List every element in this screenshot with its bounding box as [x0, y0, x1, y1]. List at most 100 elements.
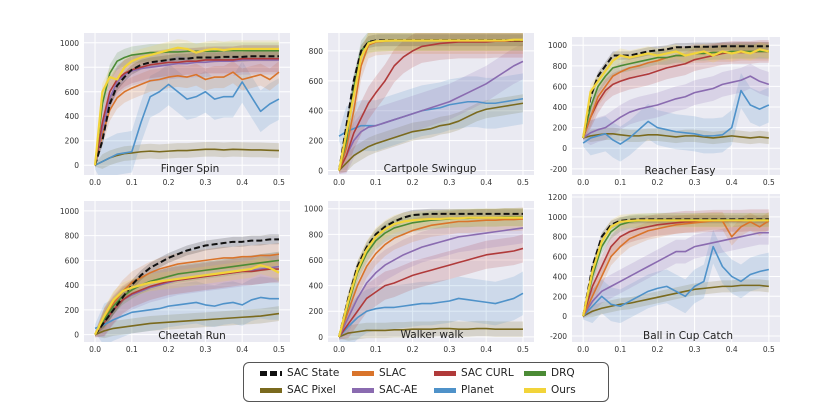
legend-item: SAC Pixel: [260, 384, 336, 396]
plot-area: [572, 37, 780, 175]
legend-label: SAC State: [287, 367, 340, 379]
legend-item: DRQ: [524, 367, 575, 379]
series-line: [94, 81, 280, 166]
confidence-band: [339, 212, 523, 340]
plot-series: [337, 207, 524, 342]
series-line: [582, 45, 769, 139]
y-tick-label: -200: [550, 332, 567, 341]
confidence-band: [339, 94, 523, 173]
legend-swatch-icon: [524, 370, 546, 376]
confidence-band: [339, 208, 523, 339]
y-tick-label: 0: [74, 161, 79, 170]
series-line: [338, 60, 524, 171]
x-tick-label: 0.4: [480, 345, 492, 354]
confidence-band: [583, 40, 769, 141]
x-tick-label: 0.4: [726, 178, 738, 187]
y-tick-label: 200: [553, 292, 568, 301]
legend-item: SLAC: [352, 367, 406, 379]
series-line: [338, 247, 524, 338]
legend-item: Planet: [434, 384, 494, 396]
y-tick-label: 1000: [60, 39, 79, 48]
chart-panel: -200 0 200 400 600 800 1000 0.0 0.1 0.2 0.3 0.4 0.5 R…: [548, 37, 780, 187]
series-line: [94, 148, 279, 166]
series-line: [582, 133, 769, 139]
series-line: [338, 292, 524, 338]
legend-item: SAC CURL: [434, 367, 514, 379]
confidence-band: [339, 320, 523, 341]
x-tick-label: 0.4: [236, 178, 248, 187]
confidence-band: [95, 42, 279, 167]
y-tick-label: 800: [309, 230, 324, 239]
confidence-band: [339, 33, 523, 174]
y-tick-label: 600: [309, 256, 324, 265]
series-line: [94, 59, 279, 166]
y-tick-label: 600: [65, 256, 80, 265]
y-tick-label: 800: [309, 47, 324, 56]
y-tick-label: 600: [65, 88, 80, 97]
x-tick-label: 0.4: [236, 345, 248, 354]
legend-label: SLAC: [379, 367, 407, 379]
x-tick-label: 0.0: [333, 345, 345, 354]
chart-panel: 0 200 400 600 800 1000 0.0 0.1 0.2 0.3 0.4 0.5 Finge…: [60, 33, 290, 187]
confidence-band: [95, 45, 279, 169]
y-tick-label: 600: [309, 77, 324, 86]
y-tick-label: 400: [65, 281, 80, 290]
chart-title: Finger Spin: [161, 163, 220, 175]
y-tick-label: 400: [309, 107, 324, 116]
chart-panel: 0 200 400 600 800 1000 0.0 0.1 0.2 0.3 0.4 0.5 Walke…: [304, 201, 534, 354]
plot-series: [93, 39, 280, 175]
confidence-band: [583, 213, 769, 318]
y-tick-label: 0: [318, 333, 323, 342]
series-line: [94, 253, 280, 336]
y-tick-label: 1200: [548, 193, 567, 202]
series-line: [582, 75, 770, 139]
x-tick-label: 0.4: [726, 345, 738, 354]
legend-label: Planet: [461, 384, 494, 396]
chart-title: Ball in Cup Catch: [643, 330, 733, 342]
legend-swatch-icon: [260, 370, 282, 376]
series-line: [337, 38, 523, 171]
y-tick-label: 1000: [304, 205, 323, 214]
legend-swatch-icon: [352, 387, 374, 393]
y-tick-label: -200: [550, 165, 567, 174]
y-tick-label: 400: [553, 103, 568, 112]
x-tick-label: 0.3: [689, 345, 701, 354]
chart-panel: 0 200 400 600 800 0.0 0.1 0.2 0.3 0.4 0.5 Cartpole …: [309, 33, 534, 187]
x-tick-label: 0.2: [651, 178, 663, 187]
y-tick-label: 0: [318, 167, 323, 176]
chart-panel: 0 200 400 600 800 1000 0.0 0.1 0.2 0.3 0.4 0.5 Cheet…: [60, 201, 290, 354]
confidence-band: [583, 42, 769, 140]
legend-label: Ours: [551, 384, 576, 396]
confidence-band: [583, 73, 769, 162]
legend-item: SAC State: [260, 367, 339, 379]
confidence-band: [583, 212, 769, 318]
series-line: [94, 55, 279, 166]
y-tick-label: 600: [553, 82, 568, 91]
series-line: [338, 218, 524, 338]
x-tick-label: 0.0: [577, 178, 589, 187]
y-tick-label: 200: [65, 137, 80, 146]
confidence-band: [95, 306, 279, 339]
series-line: [582, 231, 769, 317]
x-tick-label: 0.2: [651, 345, 663, 354]
legend-swatch-icon: [260, 387, 282, 393]
y-tick-label: 0: [74, 331, 79, 340]
chart-title: Reacher Easy: [644, 165, 715, 177]
y-tick-label: 200: [65, 306, 80, 315]
y-tick-label: 1000: [548, 41, 567, 50]
y-tick-label: 200: [309, 307, 324, 316]
legend-label: DRQ: [551, 367, 575, 379]
confidence-band: [339, 208, 523, 339]
legend-label: SAC-AE: [379, 384, 418, 396]
x-tick-label: 0.5: [517, 178, 529, 187]
confidence-band: [339, 271, 523, 342]
legend-swatch-icon: [352, 370, 374, 376]
x-tick-label: 0.2: [163, 178, 175, 187]
confidence-band: [95, 45, 279, 168]
y-tick-label: 0: [562, 312, 567, 321]
legend-label: SAC Pixel: [287, 384, 336, 396]
series-line: [93, 46, 279, 166]
legend-item: Ours: [524, 384, 576, 396]
y-tick-label: 1000: [548, 213, 567, 222]
